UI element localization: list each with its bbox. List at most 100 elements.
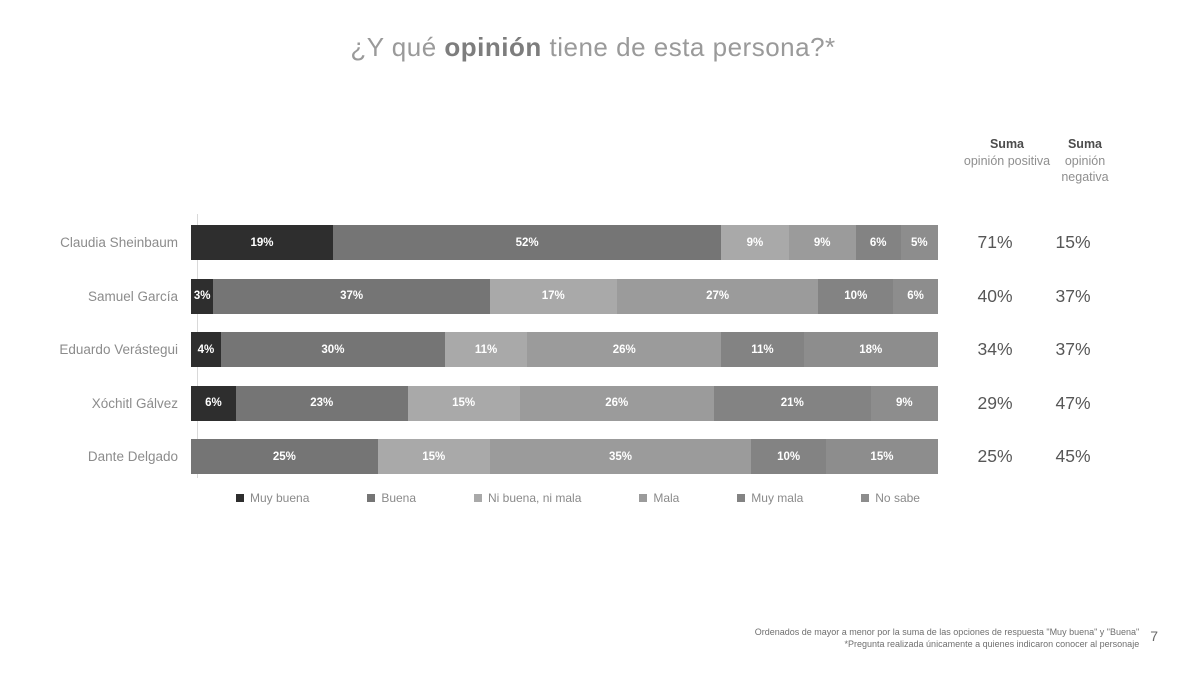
footnote: Ordenados de mayor a menor por la suma d… [755,627,1140,650]
bar-value-label: 6% [205,397,222,410]
legend-item: Buena [367,491,416,505]
chart-row: Dante Delgado 25% 15% 35% 10% 15% 25% 45% [0,430,1140,484]
suma-negativa-header-title: Suma [1067,137,1103,151]
row-label: Eduardo Verástegui [59,342,178,358]
bar-value-label: 9% [746,236,764,249]
bar-segment: 23% [235,385,408,421]
chart-row: Claudia Sheinbaum 19% 52% 9% 9% 6% 5% 71% 15% [0,216,1140,270]
bar-segment: 6% [191,385,236,421]
legend-swatch-icon [367,494,376,502]
bar-segment: 26% [527,332,722,368]
bar-value-label: 21% [780,397,804,410]
title-bold-word: opinión [444,32,542,62]
bar-value-label: 35% [609,450,633,463]
legend-swatch-icon [861,494,870,502]
legend-item: Muy buena [236,491,309,505]
bar-value-label: 11% [751,343,774,356]
bar-segment: 25% [191,439,378,475]
suma-positiva-header: Suma opinión positiva [962,136,1052,169]
bar-segment: 15% [377,439,490,475]
bar-segment: 27% [616,278,819,314]
suma-positiva-value: 40% [977,285,1013,306]
bar-value-label: 5% [910,236,928,249]
bar-segment: 9% [721,225,789,261]
chart-row: Samuel García 3% 37% 17% 27% 10% 6% 40% 37% [0,270,1140,324]
bar-segment: 3% [191,278,214,314]
suma-positiva-header-title: Suma [989,137,1025,151]
legend-label: Mala [653,491,680,505]
footer: Ordenados de mayor a menor por la suma d… [755,627,1158,650]
bar-segment: 15% [407,385,520,421]
bar-segment: 5% [900,225,938,261]
bar-value-label: 10% [777,450,801,463]
bar-segment: 11% [721,332,804,368]
bar-value-label: 15% [452,397,476,410]
legend-swatch-icon [236,494,244,502]
legend-swatch-icon [473,494,482,502]
chart-row: Eduardo Verástegui 4% 30% 11% 26% 11% 18% 34% 37… [0,323,1140,377]
bar-value-label: 9% [896,397,913,410]
page-number: 7 [1150,628,1158,644]
bar-value-label: 11% [474,343,498,356]
bar-track: 3% 37% 17% 27% 10% 6% [191,278,938,314]
bar-segment: 6% [893,278,938,314]
bar-segment: 9% [870,385,938,421]
legend-item: Ni buena, ni mala [473,491,582,505]
bar-value-label: 26% [612,343,636,356]
suma-negativa-header-subtitle: opinión negativa [1061,153,1109,185]
bar-track: 25% 15% 35% 10% 15% [191,439,938,475]
legend-label: Ni buena, ni mala [487,491,582,505]
legend-item: Muy mala [737,491,803,505]
suma-positiva-value: 25% [977,446,1013,467]
bar-value-label: 15% [870,450,894,463]
row-label: Xóchitl Gálvez [91,395,178,411]
bar-segment: 9% [788,225,856,261]
bar-value-label: 25% [272,450,296,463]
bar-value-label: 3% [193,290,211,303]
legend-label: Muy buena [250,491,310,505]
bar-segment: 10% [818,278,894,314]
page-title: ¿Y qué opinión tiene de esta persona?* [0,32,1186,63]
bar-value-label: 52% [515,236,539,249]
bar-segment: 15% [825,439,938,475]
footnote-line2: *Pregunta realizada únicamente a quienes… [844,638,1140,649]
row-label: Samuel García [87,288,178,304]
bar-track: 4% 30% 11% 26% 11% 18% [191,332,938,368]
bar-segment: 37% [213,278,490,314]
suma-positiva-value: 71% [977,232,1013,253]
suma-negativa-value: 45% [1055,446,1091,467]
bar-value-label: 18% [859,343,883,356]
bar-segment: 10% [751,439,826,475]
bar-value-label: 17% [541,290,565,303]
title-prefix: ¿Y qué [350,32,445,62]
legend-item: No sabe [861,491,920,505]
bar-segment: 26% [519,385,714,421]
bar-value-label: 19% [250,236,274,249]
bar-segment: 18% [803,332,938,368]
bar-segment: 4% [191,332,221,368]
suma-positiva-header-subtitle: opinión positiva [963,153,1051,168]
legend-label: Buena [381,491,417,505]
bar-segment: 30% [220,332,445,368]
footnote-line1: Ordenados de mayor a menor por la suma d… [754,627,1140,637]
bar-segment: 19% [191,225,333,261]
bar-value-label: 6% [907,290,924,303]
bar-segment: 52% [332,225,722,261]
bar-segment: 6% [855,225,901,261]
title-suffix: tiene de esta persona?* [541,32,836,62]
suma-negativa-value: 37% [1055,285,1091,306]
bar-track: 6% 23% 15% 26% 21% 9% [191,385,938,421]
legend-label: Muy mala [751,491,804,505]
row-label: Claudia Sheinbaum [60,235,178,251]
bar-value-label: 27% [706,290,730,303]
suma-negativa-value: 47% [1055,392,1091,413]
bar-value-label: 30% [321,343,345,356]
bar-value-label: 23% [310,397,334,410]
bar-segment: 21% [713,385,871,421]
row-label: Dante Delgado [87,449,178,465]
suma-positiva-value: 29% [977,392,1013,413]
chart-legend: Muy buena Buena Ni buena, ni mala Mala Muy m… [236,491,920,505]
legend-label: No sabe [875,491,920,505]
legend-swatch-icon [639,494,648,502]
suma-negativa-value: 37% [1055,339,1091,360]
